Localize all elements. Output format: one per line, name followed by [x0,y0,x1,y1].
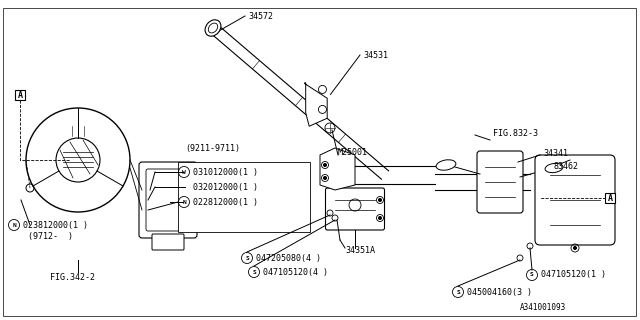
Text: W: W [182,170,186,174]
Ellipse shape [208,23,218,33]
Text: 34341: 34341 [543,148,568,157]
Text: (9211-9711): (9211-9711) [185,143,240,153]
Text: 023812000(1 ): 023812000(1 ) [23,220,88,229]
Text: 047105120(1 ): 047105120(1 ) [541,270,606,279]
Text: 032012000(1 ): 032012000(1 ) [193,182,258,191]
Polygon shape [304,83,327,126]
Circle shape [378,198,381,202]
Text: N: N [12,222,16,228]
Text: 047205080(4 ): 047205080(4 ) [256,253,321,262]
Polygon shape [320,148,355,190]
Text: N: N [182,199,186,204]
Text: S: S [530,273,534,277]
Ellipse shape [205,20,221,36]
FancyBboxPatch shape [535,155,615,245]
Text: 83462: 83462 [553,162,578,171]
Bar [178,162,310,232]
Text: S: S [456,290,460,294]
Circle shape [573,246,577,250]
Circle shape [323,177,326,180]
Ellipse shape [436,160,456,170]
FancyBboxPatch shape [139,162,197,238]
Text: 047105120(4 ): 047105120(4 ) [263,268,328,276]
Text: S: S [252,269,256,275]
Text: 045004160(3 ): 045004160(3 ) [467,287,532,297]
Bar [605,193,615,203]
FancyBboxPatch shape [146,169,190,231]
FancyBboxPatch shape [152,234,184,250]
Text: M25001: M25001 [338,148,368,156]
Text: S: S [245,255,249,260]
Bar [15,90,25,100]
Text: (9712-  ): (9712- ) [28,231,73,241]
Text: 031012000(1 ): 031012000(1 ) [193,167,258,177]
Text: 34531: 34531 [363,51,388,60]
Circle shape [378,217,381,220]
FancyBboxPatch shape [477,151,523,213]
Text: FIG.342-2: FIG.342-2 [50,274,95,283]
FancyBboxPatch shape [326,188,385,230]
Text: 34351A: 34351A [345,245,375,254]
Text: A: A [607,194,612,203]
Ellipse shape [545,164,563,172]
Text: 34572: 34572 [248,12,273,20]
Text: A: A [17,91,22,100]
Text: FIG.832-3: FIG.832-3 [493,129,538,138]
Circle shape [323,164,326,166]
Text: A341001093: A341001093 [520,303,566,313]
Text: 022812000(1 ): 022812000(1 ) [193,197,258,206]
